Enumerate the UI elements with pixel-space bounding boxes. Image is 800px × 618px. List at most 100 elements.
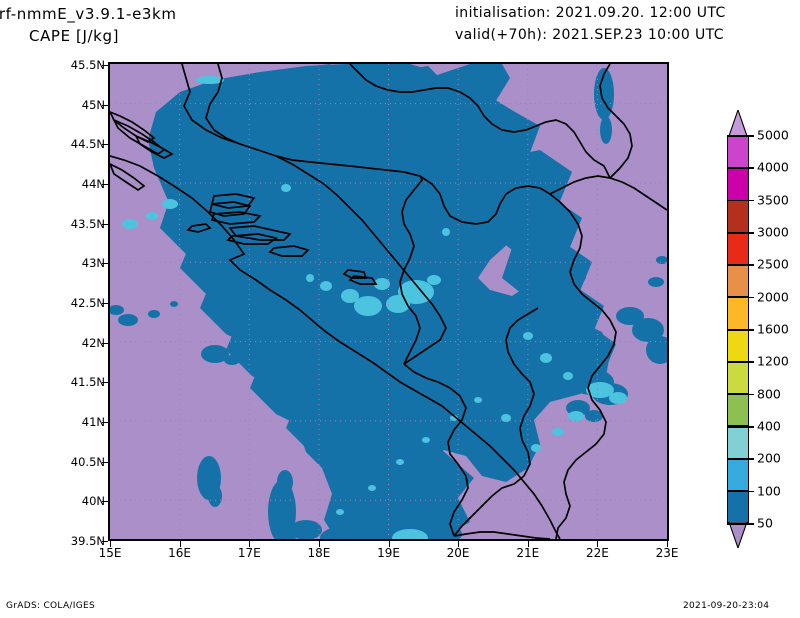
colorbar-band [728,168,748,201]
x-tick-mark [527,541,529,547]
colorbar-label: 4000 [757,159,789,175]
y-tick-mark [102,382,108,384]
x-tick-label: 17E [237,546,261,560]
colorbar-label: 100 [757,483,781,499]
x-tick-mark [458,541,460,547]
colorbar: 5000 4000 3500 3000 2500 2000 1600 1200 … [727,110,789,548]
x-tick-mark [667,541,668,547]
y-tick-label: 44N [81,177,105,191]
x-tick-label: 20E [446,546,470,560]
colorbar-tick [727,264,754,266]
map-svg [110,64,667,539]
cape-fill-outliers [110,68,667,539]
y-tick-mark [102,144,108,146]
x-tick-mark [110,541,111,547]
colorbar-label: 3000 [757,224,789,240]
x-tick-label: 18E [307,546,331,560]
colorbar-tick [727,199,754,202]
colorbar-label: 400 [757,418,781,434]
render-timestamp: 2021-09-20-23:04 [683,601,770,611]
y-tick-label: 45.5N [70,58,105,72]
colorbar-band [728,297,748,330]
y-tick-mark [102,303,108,304]
colorbar-band [728,361,748,394]
y-tick-label: 43.5N [70,216,105,231]
valid-time: valid(+70h): 2021.SEP.23 10:00 UTC [455,27,724,43]
map-plot-area [108,62,669,541]
y-tick-label: 41.5N [70,375,105,390]
colorbar-band [728,200,748,233]
colorbar-tick [727,458,754,460]
colorbar-band [728,232,748,265]
colorbar-tick [727,426,754,428]
initialisation-time: initialisation: 2021.09.20. 12:00 UTC [455,5,726,21]
y-tick-label: 40N [81,494,105,509]
cape-fill-100-200 [122,76,627,515]
colorbar-label: 5000 [757,127,789,143]
colorbar-tick [727,490,754,493]
colorbar-tick [727,361,754,363]
colorbar-label: 800 [757,386,781,402]
y-tick-label: 41N [81,415,105,429]
x-tick-mark [318,541,320,547]
model-title: wrf-nmmE_v3.9.1-e3km [0,5,177,23]
colorbar-band [728,458,748,491]
y-tick-mark [102,104,108,106]
x-tick-mark [388,541,390,547]
colorbar-label: 200 [757,450,781,466]
y-tick-mark [102,541,108,542]
colorbar-bands [727,135,749,523]
y-tick-label: 45N [81,97,105,112]
colorbar-band [728,265,748,298]
colorbar-band [728,394,748,427]
y-tick-label: 44.5N [70,137,105,152]
colorbar-label: 3500 [757,192,789,208]
colorbar-band [728,329,748,362]
x-tick-label: 23E [655,546,679,560]
y-tick-mark [102,65,108,66]
colorbar-label: 2000 [757,289,789,305]
colorbar-label: 1600 [757,321,789,337]
x-tick-label: 19E [377,546,400,560]
colorbar-label: 2500 [757,256,789,272]
y-tick-label: 43N [81,256,105,271]
y-tick-mark [102,263,108,265]
colorbar-tick [727,523,754,525]
colorbar-tick [727,167,754,169]
y-tick-mark [102,342,108,344]
cape-fill-50-100-extra [160,64,616,539]
colorbar-under-arrow [728,522,748,548]
x-tick-mark [179,541,181,547]
colorbar-tick [727,296,754,299]
colorbar-over-arrow [728,110,748,136]
colorbar-band [728,490,748,522]
colorbar-label: 50 [757,515,773,531]
x-tick-label: 21E [516,546,540,560]
x-tick-label: 15E [98,546,122,560]
y-tick-label: 42N [81,335,105,350]
y-tick-label: 40.5N [70,454,105,469]
x-tick-label: 16E [168,546,192,560]
grid-lines [110,64,667,539]
colorbar-label: 1200 [757,353,789,369]
y-tick-mark [102,461,108,463]
y-tick-mark [102,422,108,423]
colorbar-tick [727,329,754,331]
y-tick-label: 42.5N [70,296,105,310]
y-tick-mark [102,223,108,225]
colorbar-tick [727,135,754,137]
y-tick-mark [102,184,108,185]
grads-credit: GrADS: COLA/IGES [6,601,95,611]
colorbar-band [728,426,748,459]
x-tick-mark [597,541,599,547]
x-tick-mark [249,541,251,547]
colorbar-tick [727,232,754,234]
coastline-borders [110,64,667,539]
colorbar-tick [727,393,754,396]
y-tick-label: 39.5N [70,534,105,548]
x-tick-label: 22E [585,546,609,560]
field-title: CAPE [J/kg] [29,27,120,45]
y-tick-mark [102,501,108,503]
colorbar-band [728,136,748,169]
